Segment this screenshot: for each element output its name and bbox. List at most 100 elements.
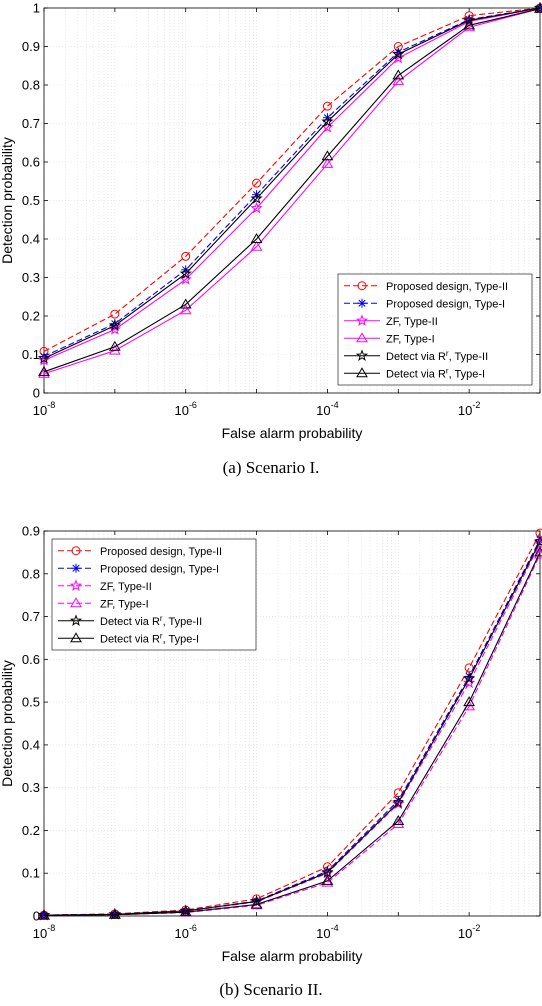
legend-label: Detect via Rr, Type-II [100, 614, 202, 628]
data-point [392, 796, 405, 808]
data-point [534, 546, 542, 557]
series-5 [37, 1, 542, 364]
data-point [38, 909, 50, 920]
legend-item: ZF, Type-I [344, 332, 435, 345]
legend-marker [70, 632, 82, 643]
chart-scenario-1: 0 0.1 0.2 0.3 0.4 0.5 0.6 0.7 0.8 0.9 1 10-8 10-6 10-… [0, 1, 542, 441]
legend-marker [357, 298, 367, 308]
legend-item: ZF, Type-I [58, 597, 149, 610]
grid [43, 7, 540, 394]
legend-marker [355, 349, 369, 361]
data-point [252, 178, 262, 188]
legend-item: Detect via Rr, Type-II [344, 349, 488, 363]
y-tick-label: 0.6 [22, 155, 40, 170]
plot-frame [43, 530, 541, 917]
data-point [250, 898, 263, 909]
legend-item: Detect via Rr, Type-I [58, 631, 199, 645]
data-point [38, 365, 50, 376]
series-line [43, 7, 541, 357]
data-point [179, 304, 192, 315]
data-point [179, 273, 192, 285]
x-tick-label: 10-6 [174, 923, 196, 941]
data-point [464, 663, 474, 673]
grid [43, 530, 540, 917]
series-6 [38, 546, 542, 920]
data-point [392, 815, 405, 826]
data-point [179, 267, 192, 279]
legend-item: ZF, Type-II [58, 579, 152, 593]
data-point [392, 75, 405, 86]
y-tick-label: 0.2 [22, 823, 40, 838]
legend-marker [69, 579, 83, 591]
legend-item: Detect via Rr, Type-II [58, 614, 202, 628]
x-tick-label: 10-8 [33, 923, 55, 941]
legend-marker [69, 614, 83, 626]
data-point [108, 907, 121, 920]
legend-item: Proposed design, Type-I [58, 563, 219, 575]
data-point [250, 192, 263, 204]
data-point [179, 298, 192, 309]
data-point [321, 115, 334, 127]
data-point [108, 340, 121, 351]
x-tick-label: 10-4 [316, 400, 338, 418]
data-point [463, 19, 476, 30]
data-point [181, 251, 191, 261]
data-point [38, 367, 50, 378]
y-axis-label: Detection probability [0, 660, 15, 787]
legend-marker [70, 597, 82, 608]
legend-item: Proposed design, Type-I [344, 298, 505, 310]
y-tick-label: 0.1 [22, 866, 40, 881]
x-tick-label: 10-2 [458, 923, 480, 941]
y-tick-label: 0.5 [22, 193, 40, 208]
legend-label: Proposed design, Type-II [386, 281, 508, 293]
data-point [534, 2, 542, 13]
y-tick-label: 0.4 [22, 232, 40, 247]
y-tick-label: 0.7 [22, 609, 40, 624]
legend-label: Proposed design, Type-I [100, 563, 219, 575]
y-tick-label: 0.1 [22, 347, 40, 362]
legend-marker [355, 314, 369, 326]
legend-marker [71, 563, 81, 573]
data-point [179, 906, 192, 917]
legend-label: Proposed design, Type-II [100, 546, 222, 558]
y-tick-label: 0.7 [22, 116, 40, 131]
series-line [43, 541, 541, 916]
data-point [179, 904, 192, 917]
legend-marker [71, 546, 81, 556]
series-6 [38, 2, 542, 376]
y-tick-label: 0 [33, 386, 40, 401]
series-line [43, 7, 541, 352]
data-point [322, 101, 332, 111]
legend-label: Detect via Rr, Type-II [386, 349, 488, 363]
y-tick-label: 0.8 [22, 566, 40, 581]
x-tick-label: 10-4 [316, 923, 338, 941]
x-tick-label: 10-8 [33, 400, 55, 418]
legend-item: Proposed design, Type-II [344, 281, 508, 293]
data-point [37, 353, 51, 366]
data-point [321, 150, 334, 161]
x-tick-label: 10-6 [174, 400, 196, 418]
data-point [533, 535, 542, 547]
data-point [250, 240, 263, 251]
legend-label: ZF, Type-II [386, 316, 438, 328]
data-point [250, 201, 263, 214]
chart-scenario-2: 0 0.1 0.2 0.3 0.4 0.5 0.6 0.7 0.8 0.9 10-8 10-6 10-4… [0, 524, 542, 964]
series-line [43, 8, 541, 373]
series-5 [37, 535, 542, 921]
data-point [534, 548, 542, 559]
series-line [43, 7, 541, 361]
y-tick-label: 0.8 [22, 78, 40, 93]
y-tick-label: 0.3 [22, 270, 40, 285]
data-point [250, 233, 263, 243]
y-tick-label: 0.5 [22, 695, 40, 710]
data-point [108, 908, 121, 919]
data-point [37, 351, 51, 364]
data-point [321, 865, 334, 878]
legend-marker [357, 281, 367, 291]
legend-item: Detect via Rr, Type-I [344, 366, 485, 380]
y-tick-label: 1 [33, 1, 40, 16]
data-point [533, 537, 542, 550]
series-line [43, 552, 541, 917]
legend-label: Detect via Rr, Type-I [100, 631, 199, 645]
data-point [463, 13, 476, 26]
